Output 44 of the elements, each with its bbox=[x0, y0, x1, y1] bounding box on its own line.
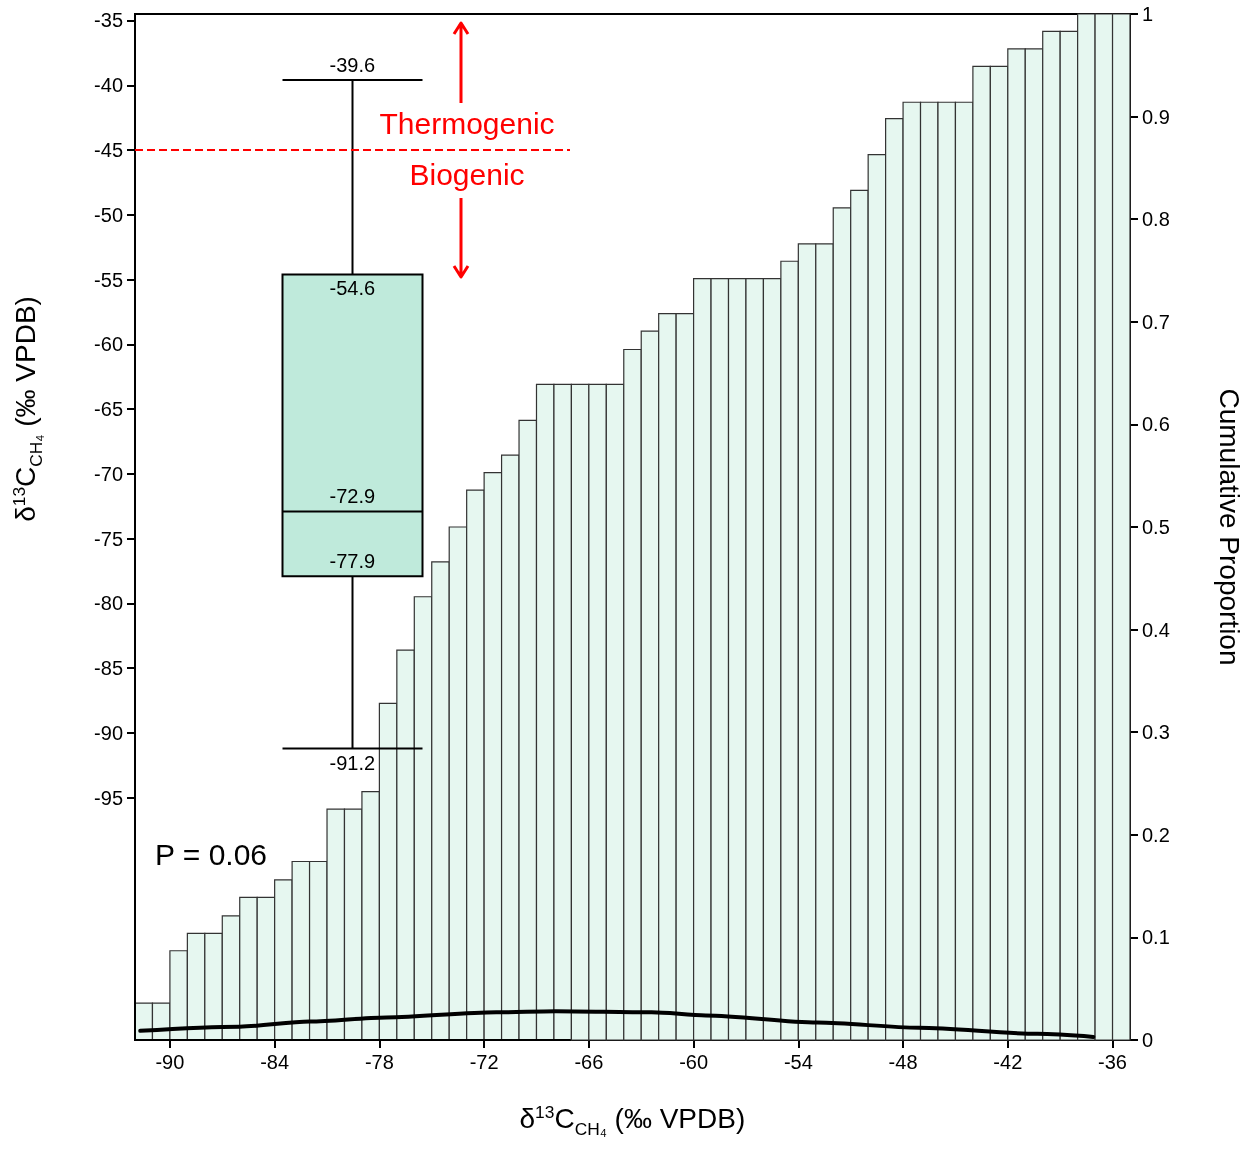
annotation: -39.6 bbox=[329, 54, 376, 78]
y-tick-label: 0.1 bbox=[1142, 926, 1170, 949]
y-tick-label: 1 bbox=[1142, 3, 1154, 25]
x-tick-label: -36 bbox=[1098, 1051, 1127, 1073]
x-tick-label: -60 bbox=[679, 1051, 709, 1073]
x-tick-label: -78 bbox=[364, 1051, 394, 1073]
x-tick-label: -66 bbox=[574, 1051, 604, 1073]
annotation: Thermogenic bbox=[379, 107, 555, 142]
x-axis-title: δ$^{13}$C$_{CH₄}$ (‰ VPDB) bbox=[519, 1102, 746, 1140]
x-tick-label: -48 bbox=[888, 1051, 918, 1073]
y-tick-label: -60 bbox=[94, 333, 123, 356]
y-tick-label: -80 bbox=[94, 592, 123, 615]
x-tick-label: -72 bbox=[469, 1051, 499, 1073]
annotation: P = 0.06 bbox=[155, 838, 268, 873]
annotation: -54.6 bbox=[329, 277, 376, 301]
y-tick-label: 0.8 bbox=[1142, 208, 1170, 231]
y-tick-label: 0.5 bbox=[1142, 516, 1170, 538]
x-tick-label: -84 bbox=[260, 1051, 290, 1073]
y-tick-label: -75 bbox=[94, 527, 123, 550]
x-tick-label: -42 bbox=[993, 1051, 1023, 1073]
y-tick-label: -90 bbox=[94, 721, 123, 744]
y-tick-label: 0.3 bbox=[1142, 721, 1170, 744]
y-tick-label: 0.4 bbox=[1142, 618, 1170, 641]
y-tick-label: 0.7 bbox=[1142, 310, 1170, 333]
annotation: -91.2 bbox=[329, 751, 376, 775]
y-tick-label: -45 bbox=[94, 139, 123, 162]
x-tick-label: -90 bbox=[155, 1051, 185, 1073]
y-tick-label: 0 bbox=[1142, 1029, 1154, 1051]
x-tick-label: -54 bbox=[783, 1051, 813, 1073]
annotation: Biogenic bbox=[409, 158, 525, 193]
y-tick-label: -55 bbox=[94, 268, 123, 291]
annotation: -72.9 bbox=[329, 485, 376, 509]
y-tick-label: -50 bbox=[94, 203, 123, 226]
y-axis-title: Cumulative Proportion bbox=[1212, 388, 1245, 666]
annotation: -77.9 bbox=[329, 550, 376, 574]
y-tick-label: 0.9 bbox=[1142, 105, 1170, 128]
y-tick-label: -65 bbox=[94, 398, 123, 421]
y-tick-label: -85 bbox=[94, 657, 123, 680]
y-tick-label: -40 bbox=[94, 74, 123, 97]
y-tick-label: -70 bbox=[94, 462, 123, 485]
y-tick-label: -95 bbox=[94, 786, 123, 809]
y-tick-label: -35 bbox=[94, 9, 123, 32]
y-tick-label: 0.2 bbox=[1142, 823, 1170, 846]
y-tick-label: 0.6 bbox=[1142, 413, 1170, 436]
